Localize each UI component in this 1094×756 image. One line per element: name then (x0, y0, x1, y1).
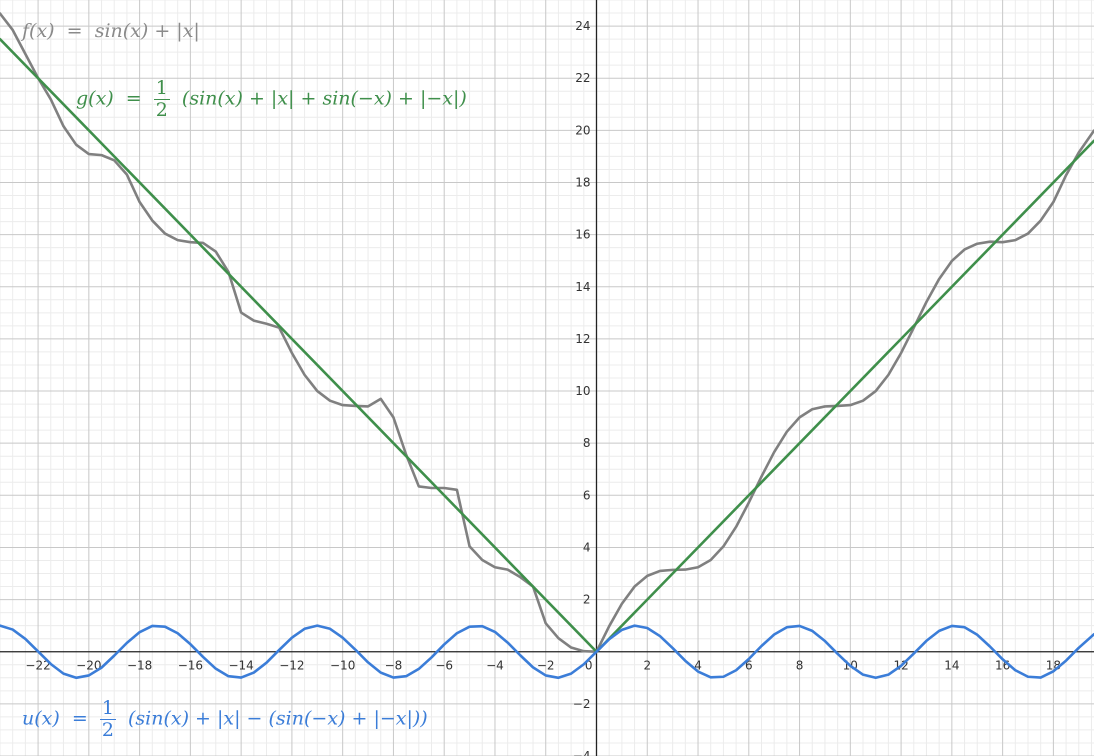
legend-f-lhs: f(x) (22, 20, 55, 42)
x-tick-label: −22 (25, 659, 50, 673)
legend-u-lhs: u(x) (22, 707, 60, 730)
series-f-line (0, 12, 1094, 654)
y-tick-label: 24 (575, 19, 590, 33)
legend-f-equals: = (66, 20, 83, 42)
y-tick-label: 20 (575, 123, 590, 137)
y-tick-label: 4 (583, 540, 591, 554)
x-tick-label: −6 (435, 659, 453, 673)
legend-u-fraction: 1 2 (99, 697, 116, 741)
legend-u: u(x) = 1 2 (sin(x) + |x| − (sin(−x) + |−… (22, 698, 428, 741)
legend-g: g(x) = 1 2 (sin(x) + |x| + sin(−x) + |−x… (76, 78, 467, 121)
y-tick-label: 22 (575, 71, 590, 85)
legend-f: f(x) = sin(x) + |x| (22, 20, 200, 42)
x-tick-label: −2 (537, 659, 555, 673)
legend-g-equals: = (125, 87, 142, 110)
x-tick-label: −18 (127, 659, 152, 673)
x-tick-label: 0 (585, 659, 593, 673)
legend-g-lhs: g(x) (76, 87, 114, 110)
x-tick-label: −16 (178, 659, 203, 673)
y-tick-label: 6 (583, 488, 591, 502)
y-tick-label: −4 (573, 749, 591, 756)
y-tick-label: 10 (575, 384, 590, 398)
legend-u-numerator: 1 (99, 697, 116, 720)
curves (0, 12, 1094, 680)
x-tick-label: −20 (76, 659, 101, 673)
y-tick-label: 2 (583, 593, 591, 607)
y-tick-label: −2 (573, 697, 591, 711)
legend-u-denominator: 2 (101, 718, 114, 741)
y-tick-label: 16 (575, 228, 590, 242)
y-tick-label: 14 (575, 280, 590, 294)
series-u-line (0, 624, 1094, 680)
x-tick-label: −14 (228, 659, 253, 673)
x-tick-label: −8 (385, 659, 403, 673)
legend-g-rhs: (sin(x) + |x| + sin(−x) + |−x|) (181, 87, 467, 110)
y-tick-label: 18 (575, 175, 590, 189)
tick-labels: −22 −20 −18 −16 −14 −12 −10 −8 −6 −4 −2 0 2 4 6 8 10 12 14… (25, 19, 1061, 756)
x-tick-label: 14 (944, 659, 959, 673)
legend-f-rhs: sin(x) + |x| (94, 20, 200, 42)
series-g-line (0, 37, 1094, 654)
x-tick-label: −12 (279, 659, 304, 673)
legend-g-denominator: 2 (155, 98, 168, 121)
y-tick-label: 8 (583, 436, 591, 450)
x-tick-label: −4 (486, 659, 504, 673)
x-tick-label: 2 (643, 659, 651, 673)
y-tick-label: 12 (575, 332, 590, 346)
x-tick-label: −10 (330, 659, 355, 673)
legend-g-fraction: 1 2 (153, 77, 170, 121)
legend-u-equals: = (71, 707, 88, 730)
legend-g-numerator: 1 (153, 77, 170, 100)
legend-u-rhs: (sin(x) + |x| − (sin(−x) + |−x|)) (127, 707, 428, 730)
x-tick-label: 6 (745, 659, 753, 673)
x-tick-label: 8 (796, 659, 804, 673)
x-tick-label: 4 (694, 659, 702, 673)
